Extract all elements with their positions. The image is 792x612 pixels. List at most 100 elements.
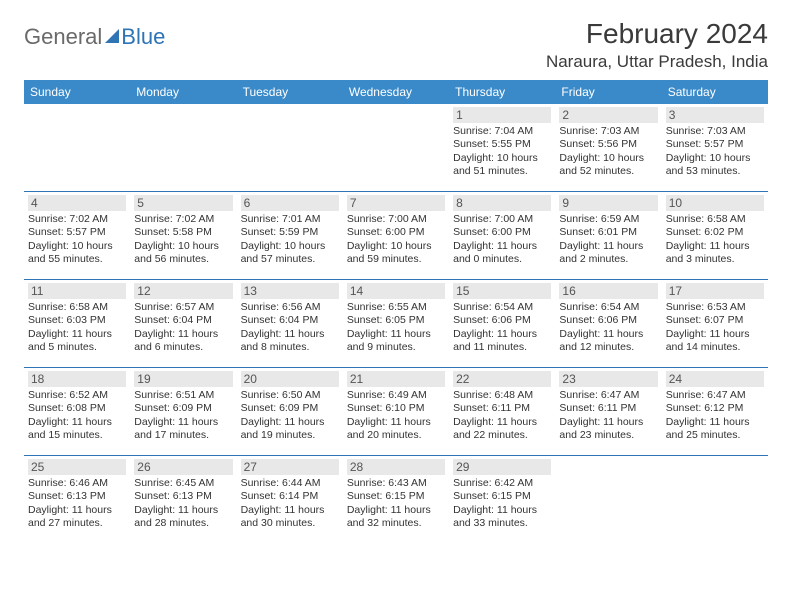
day-number: 2 — [559, 107, 657, 123]
daylight2-text: and 59 minutes. — [347, 253, 445, 266]
daylight1-text: Daylight: 11 hours — [347, 328, 445, 341]
sunrise-text: Sunrise: 6:44 AM — [241, 477, 339, 490]
calendar-row: 11Sunrise: 6:58 AMSunset: 6:03 PMDayligh… — [24, 280, 768, 368]
sunrise-text: Sunrise: 6:47 AM — [666, 389, 764, 402]
calendar-cell: 26Sunrise: 6:45 AMSunset: 6:13 PMDayligh… — [130, 456, 236, 544]
day-details: Sunrise: 6:44 AMSunset: 6:14 PMDaylight:… — [241, 477, 339, 531]
calendar-cell: 24Sunrise: 6:47 AMSunset: 6:12 PMDayligh… — [662, 368, 768, 456]
calendar-cell: 28Sunrise: 6:43 AMSunset: 6:15 PMDayligh… — [343, 456, 449, 544]
sunrise-text: Sunrise: 6:42 AM — [453, 477, 551, 490]
day-number: 22 — [453, 371, 551, 387]
sunrise-text: Sunrise: 6:43 AM — [347, 477, 445, 490]
calendar-cell: 29Sunrise: 6:42 AMSunset: 6:15 PMDayligh… — [449, 456, 555, 544]
daylight1-text: Daylight: 11 hours — [28, 328, 126, 341]
sunrise-text: Sunrise: 7:00 AM — [453, 213, 551, 226]
daylight2-text: and 19 minutes. — [241, 429, 339, 442]
calendar-cell: 18Sunrise: 6:52 AMSunset: 6:08 PMDayligh… — [24, 368, 130, 456]
daylight1-text: Daylight: 11 hours — [453, 240, 551, 253]
title-block: February 2024 Naraura, Uttar Pradesh, In… — [546, 18, 768, 72]
sunrise-text: Sunrise: 6:45 AM — [134, 477, 232, 490]
daylight2-text: and 3 minutes. — [666, 253, 764, 266]
day-number: 15 — [453, 283, 551, 299]
day-details: Sunrise: 6:54 AMSunset: 6:06 PMDaylight:… — [453, 301, 551, 355]
calendar-cell: 23Sunrise: 6:47 AMSunset: 6:11 PMDayligh… — [555, 368, 661, 456]
day-number: 17 — [666, 283, 764, 299]
sunrise-text: Sunrise: 6:48 AM — [453, 389, 551, 402]
daylight2-text: and 57 minutes. — [241, 253, 339, 266]
sunrise-text: Sunrise: 6:54 AM — [559, 301, 657, 314]
sunrise-text: Sunrise: 7:02 AM — [28, 213, 126, 226]
day-number: 4 — [28, 195, 126, 211]
calendar-cell: 4Sunrise: 7:02 AMSunset: 5:57 PMDaylight… — [24, 192, 130, 280]
day-details: Sunrise: 6:48 AMSunset: 6:11 PMDaylight:… — [453, 389, 551, 443]
day-number: 29 — [453, 459, 551, 475]
sunrise-text: Sunrise: 7:04 AM — [453, 125, 551, 138]
calendar-cell: 22 Sunrise: 6:48 AMSunset: 6:11 PMDayligh… — [449, 368, 555, 456]
sunrise-text: Sunrise: 7:03 AM — [559, 125, 657, 138]
day-details: Sunrise: 6:52 AMSunset: 6:08 PMDaylight:… — [28, 389, 126, 443]
calendar-cell: 7 Sunrise: 7:00 AMSunset: 6:00 PMDaylight… — [343, 192, 449, 280]
calendar-header-row: Sunday Monday Tuesday Wednesday Thursday… — [24, 80, 768, 104]
day-number: 14 — [347, 283, 445, 299]
daylight1-text: Daylight: 11 hours — [347, 416, 445, 429]
sunset-text: Sunset: 5:57 PM — [666, 138, 764, 151]
day-number: 10 — [666, 195, 764, 211]
daylight1-text: Daylight: 11 hours — [241, 504, 339, 517]
calendar-cell — [24, 104, 130, 192]
calendar-cell: 20Sunrise: 6:50 AMSunset: 6:09 PMDayligh… — [237, 368, 343, 456]
daylight2-text: and 2 minutes. — [559, 253, 657, 266]
daylight1-text: Daylight: 11 hours — [241, 328, 339, 341]
sunset-text: Sunset: 6:12 PM — [666, 402, 764, 415]
daylight2-text: and 25 minutes. — [666, 429, 764, 442]
day-number: 7 — [347, 195, 445, 211]
sunrise-text: Sunrise: 6:56 AM — [241, 301, 339, 314]
sunset-text: Sunset: 6:02 PM — [666, 226, 764, 239]
daylight1-text: Daylight: 10 hours — [347, 240, 445, 253]
daylight2-text: and 0 minutes. — [453, 253, 551, 266]
daylight1-text: Daylight: 10 hours — [241, 240, 339, 253]
weekday-fri: Friday — [555, 80, 661, 104]
weekday-sun: Sunday — [24, 80, 130, 104]
calendar-cell: 17 Sunrise: 6:53 AMSunset: 6:07 PMDayligh… — [662, 280, 768, 368]
sunrise-text: Sunrise: 6:58 AM — [28, 301, 126, 314]
sunrise-text: Sunrise: 7:00 AM — [347, 213, 445, 226]
daylight2-text: and 20 minutes. — [347, 429, 445, 442]
day-number: 9 — [559, 195, 657, 211]
daylight2-text: and 27 minutes. — [28, 517, 126, 530]
day-details: Sunrise: 6:53 AMSunset: 6:07 PMDaylight:… — [666, 301, 764, 355]
sunrise-text: Sunrise: 6:51 AM — [134, 389, 232, 402]
sunset-text: Sunset: 6:15 PM — [347, 490, 445, 503]
sunset-text: Sunset: 6:04 PM — [241, 314, 339, 327]
sunset-text: Sunset: 6:13 PM — [28, 490, 126, 503]
calendar-cell: 3Sunrise: 7:03 AMSunset: 5:57 PMDaylight… — [662, 104, 768, 192]
daylight2-text: and 14 minutes. — [666, 341, 764, 354]
daylight1-text: Daylight: 10 hours — [453, 152, 551, 165]
calendar-row: 25Sunrise: 6:46 AMSunset: 6:13 PMDayligh… — [24, 456, 768, 544]
daylight2-text: and 9 minutes. — [347, 341, 445, 354]
day-number: 26 — [134, 459, 232, 475]
weekday-sat: Saturday — [662, 80, 768, 104]
calendar-cell: 1Sunrise: 7:04 AMSunset: 5:55 PMDaylight… — [449, 104, 555, 192]
sunrise-text: Sunrise: 6:54 AM — [453, 301, 551, 314]
calendar-cell: 14Sunrise: 6:55 AMSunset: 6:05 PMDayligh… — [343, 280, 449, 368]
daylight2-text: and 28 minutes. — [134, 517, 232, 530]
daylight1-text: Daylight: 11 hours — [559, 240, 657, 253]
sunrise-text: Sunrise: 6:55 AM — [347, 301, 445, 314]
sunset-text: Sunset: 6:08 PM — [28, 402, 126, 415]
calendar-row: 4Sunrise: 7:02 AMSunset: 5:57 PMDaylight… — [24, 192, 768, 280]
daylight1-text: Daylight: 11 hours — [453, 504, 551, 517]
daylight1-text: Daylight: 11 hours — [347, 504, 445, 517]
logo: General Blue — [24, 24, 165, 50]
sunset-text: Sunset: 6:00 PM — [453, 226, 551, 239]
sunrise-text: Sunrise: 6:47 AM — [559, 389, 657, 402]
location: Naraura, Uttar Pradesh, India — [546, 52, 768, 72]
calendar-cell: 13Sunrise: 6:56 AMSunset: 6:04 PMDayligh… — [237, 280, 343, 368]
sunset-text: Sunset: 6:09 PM — [241, 402, 339, 415]
calendar-cell — [555, 456, 661, 544]
calendar-cell — [662, 456, 768, 544]
day-details: Sunrise: 7:00 AMSunset: 6:00 PMDaylight:… — [347, 213, 445, 267]
daylight2-text: and 11 minutes. — [453, 341, 551, 354]
calendar-cell: 2Sunrise: 7:03 AMSunset: 5:56 PMDaylight… — [555, 104, 661, 192]
day-details: Sunrise: 6:47 AMSunset: 6:11 PMDaylight:… — [559, 389, 657, 443]
sunset-text: Sunset: 6:03 PM — [28, 314, 126, 327]
